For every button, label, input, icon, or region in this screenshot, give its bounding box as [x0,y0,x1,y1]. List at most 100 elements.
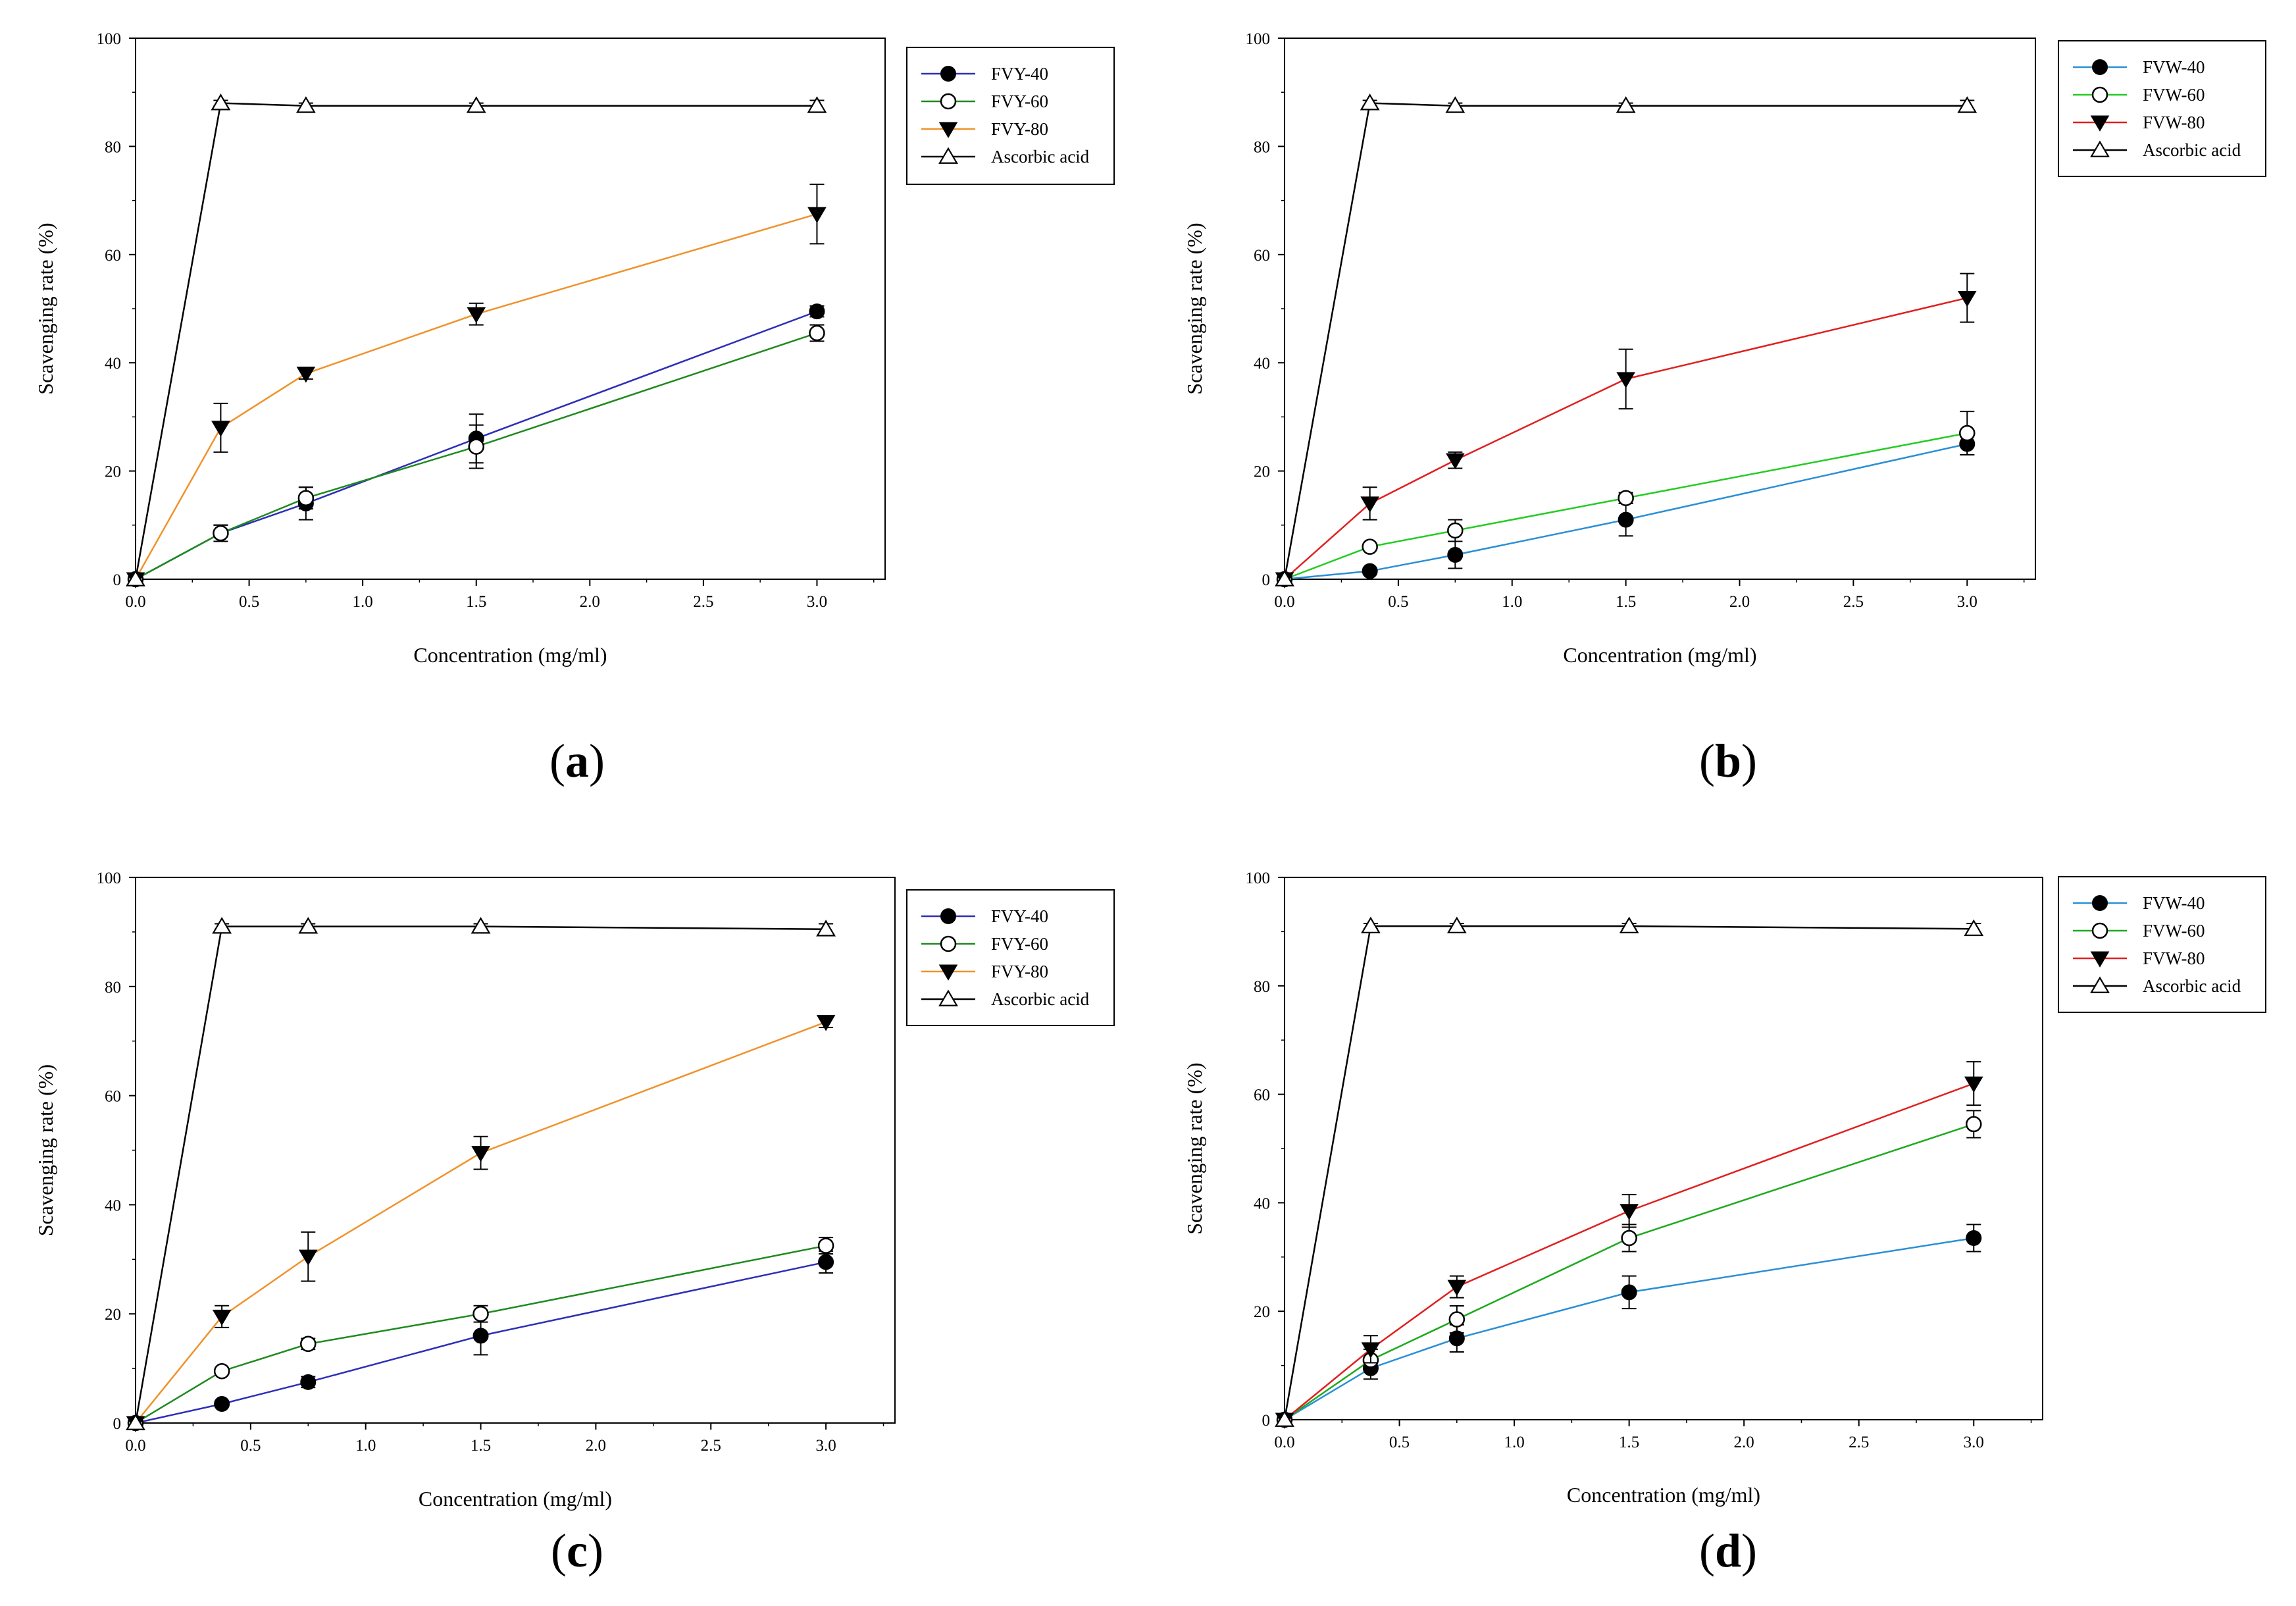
data-point-fvw-60 [1959,425,1976,442]
data-point-fvw-80 [1447,1280,1467,1296]
y-tick-label: 20 [1254,463,1270,481]
x-tick-label: 3.0 [1957,593,1977,611]
data-point-ascorbic-acid [1619,916,1639,934]
legend-label-fvw-40: FVW-40 [2143,57,2205,77]
series-line-ascorbic-acid [134,102,817,580]
y-tick-label: 60 [105,1088,121,1106]
x-tick-label: 0.5 [239,593,259,611]
data-point-ascorbic-acid [126,569,145,586]
data-point-fvw-80 [1957,291,1977,307]
y-tick-label: 40 [105,355,121,373]
legend-marker-fvy-80 [938,964,958,981]
y-tick-label: 0 [1262,571,1271,589]
y-tick-label: 20 [105,1306,121,1324]
data-point-fvw-80 [1620,1204,1639,1220]
series-line-ascorbic-acid [1283,925,1974,1420]
y-tick-label: 80 [1254,978,1270,996]
plot-frame [1284,877,2043,1420]
legend-label-fvy-80: FVY-80 [991,119,1048,139]
legend-marker-fvw-40 [2092,59,2108,75]
x-tick-label: 2.5 [1849,1434,1869,1451]
y-tick-label: 100 [1246,869,1271,887]
y-tick-label: 40 [105,1197,121,1214]
legend-label-ascorbic-acid: Ascorbic acid [991,989,1090,1009]
legend-label-ascorbic-acid: Ascorbic acid [991,147,1090,167]
x-tick-label: 2.5 [701,1437,721,1455]
data-point-ascorbic-acid [1275,1410,1294,1427]
data-point-ascorbic-acid [1360,916,1381,934]
x-tick-label: 0.0 [1274,593,1294,611]
x-tick-label: 2.0 [580,593,600,611]
data-point-fvw-60 [1966,1116,1982,1133]
data-point-fvw-40 [1966,1230,1982,1246]
plot-a: 0.0 0.5 1.0 1.5 2.0 2.5 3.0020406080100FVY-40F… [97,30,1115,611]
x-tick-label: 1.0 [353,593,373,611]
series-line-fvw-80 [1284,297,1968,580]
data-point-ascorbic-acid [211,93,231,111]
x-tick-label: 0.5 [240,1437,261,1455]
y-tick-label: 80 [105,138,121,156]
data-point-ascorbic-acid [1275,569,1294,586]
legend-label-ascorbic-acid: Ascorbic acid [2143,976,2241,996]
legend-marker-ascorbic-acid [938,147,958,164]
data-point-ascorbic-acid [807,96,827,113]
data-point-ascorbic-acid [466,96,486,113]
legend-a: FVY-40 FVY-60 FVY-80 Ascorbic acid [906,47,1115,185]
data-point-fvy-60 [300,1335,317,1353]
y-tick-label: 40 [1254,355,1270,373]
legend-marker-ascorbic-acid [2090,976,2110,993]
legend-label-fvy-60: FVY-60 [991,934,1048,954]
legend-label-fvw-60: FVW-60 [2143,921,2205,941]
x-axis-title-d: Concentration (mg/ml) [1567,1483,1760,1507]
data-point-ascorbic-acid [1360,93,1380,111]
panel-d: 0.0 0.5 1.0 1.5 2.0 2.5 3.0020406080100FVW-40F… [1183,869,2266,1577]
data-point-ascorbic-acid [298,917,319,934]
data-point-fvw-80 [1361,1342,1381,1359]
data-point-ascorbic-acid [1616,96,1636,113]
y-tick-label: 20 [1254,1303,1270,1321]
data-point-fvy-80 [807,207,827,223]
data-point-fvw-80 [1964,1076,1983,1093]
data-point-fvw-60 [1618,490,1634,506]
panel-a: 0.0 0.5 1.0 1.5 2.0 2.5 3.0020406080100FVY-40F… [34,30,1115,787]
x-tick-label: 0.0 [125,1437,145,1455]
data-point-fvw-60 [1621,1230,1637,1247]
panel-label-d: (d) [1699,1524,1757,1577]
x-tick-label: 2.0 [1729,593,1750,611]
legend-marker-fvw-80 [2090,115,2110,132]
panel-label-b: (b) [1699,735,1757,787]
legend-marker-fvy-40 [940,908,956,924]
y-axis-title-b: Scavenging rate (%) [1183,222,1206,394]
y-axis-title-a: Scavenging rate (%) [34,222,57,394]
plot-c: 0.0 0.5 1.0 1.5 2.0 2.5 3.0020406080100FVY-40F… [97,869,1115,1455]
plot-frame [135,38,886,580]
panel-b: 0.0 0.5 1.0 1.5 2.0 2.5 3.0020406080100FVW-40F… [1183,30,2266,787]
x-tick-label: 1.5 [471,1437,491,1455]
legend-label-fvw-80: FVW-80 [2143,948,2205,968]
data-point-ascorbic-acid [126,1413,145,1430]
series-line-fvw-40 [1284,1237,1974,1421]
data-point-fvw-40 [1362,563,1378,579]
y-tick-label: 100 [97,30,122,48]
data-point-fvw-80 [1360,496,1379,513]
y-tick-label: 40 [1254,1195,1270,1212]
y-tick-label: 80 [105,979,121,997]
data-point-fvy-80 [816,1015,836,1031]
x-tick-label: 1.5 [1619,1434,1639,1451]
data-point-fvy-40 [818,1254,834,1270]
data-point-fvy-80 [211,421,230,437]
data-point-ascorbic-acid [816,920,836,937]
data-point-ascorbic-acid [1957,96,1977,113]
panel-c: 0.0 0.5 1.0 1.5 2.0 2.5 3.0020406080100FVY-40F… [34,869,1115,1577]
data-point-fvw-60 [1362,538,1378,555]
data-point-fvy-60 [213,525,229,542]
y-tick-label: 0 [113,1415,122,1433]
x-tick-label: 1.5 [466,593,486,611]
data-point-ascorbic-acid [212,917,232,934]
data-point-fvw-60 [1447,522,1464,539]
x-tick-label: 0.0 [1274,1434,1294,1451]
legend-marker-ascorbic-acid [938,989,958,1006]
series-line-fvy-80 [134,213,817,580]
plot-frame [135,877,896,1424]
